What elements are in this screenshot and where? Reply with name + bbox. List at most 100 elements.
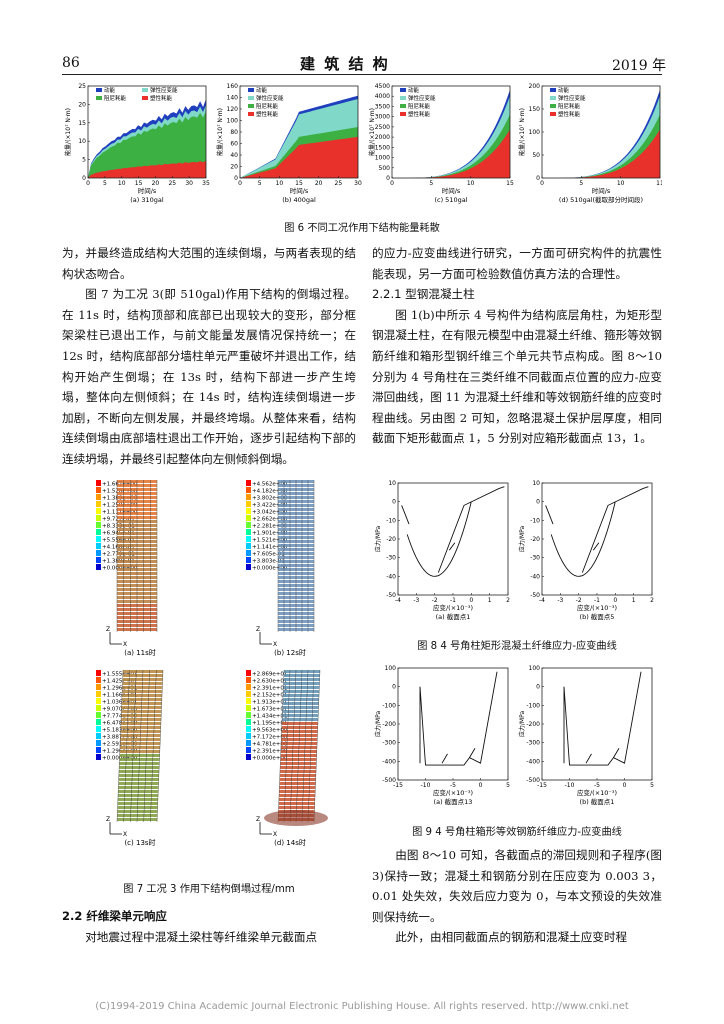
x-tick-label: -5 [450,782,456,789]
y-tick-label: -200 [382,721,396,728]
contour-legend-swatch [96,698,101,704]
panel-label: (b) 截面点5 [580,612,615,621]
x-tick-label: 0 [623,782,627,789]
contour-legend-value: +1.673e+01 [252,707,287,713]
plot-frame [87,85,207,179]
structure-column [307,669,315,823]
contour-legend-value: +1.195e+01 [252,721,287,727]
x-tick-label: -15 [537,782,547,789]
paragraph: 对地震过程中混凝土梁柱等纤维梁单元截面点 [85,930,318,944]
y-tick-label: -20 [386,536,396,543]
contour-legend-swatch [96,536,101,542]
y-axis-label: 能量/(×10⁷ N·m) [518,108,526,156]
y-tick-label: 60 [230,141,238,148]
structure-column [289,669,297,823]
y-tick-label: -10 [530,517,540,524]
energy-area [392,114,510,178]
energy-area [392,129,510,178]
contour-legend-value: +2.391e+01 [252,686,287,692]
x-tick-label: -2 [576,597,582,604]
axis-z-label: Z [256,626,260,633]
y-tick-label: -400 [382,758,396,765]
contour-legend-value: +0.000e+00 [252,566,288,572]
figure-9: -15 -10 -5 0 5 -500 -400 -300 -200 -100 0 100 应变/(×1… [372,660,662,820]
y-tick-label: -20 [530,536,540,543]
legend-label: 阻尼耗能 [256,102,279,110]
contour-legend-value: +4.182e+00 [252,489,288,495]
y-tick-label: -100 [526,702,540,709]
contour-legend-value: +2.152e+01 [252,693,287,699]
contour-legend-value: +0.000e+00 [252,756,288,762]
header-rule [62,74,662,75]
contour-legend-value: +7.605e-01 [252,552,285,558]
y-tick-label: 0 [536,684,540,691]
y-tick-label: 140 [227,95,239,102]
x-tick-label: 11 [656,180,662,187]
legend-label: 动能 [256,86,268,94]
paragraph: 图 1(b)中所示 4 号构件为结构底层角柱，为矩形型钢混凝土柱，在有限元模型中… [372,307,662,446]
x-tick-label: 5 [429,180,433,187]
y-tick-label: 4000 [375,93,390,100]
x-axis-label: 应变/(×10⁻³) [577,603,617,612]
legend-label: 弹性应变能 [558,94,586,102]
legend-label: 塑性耗能 [558,110,581,118]
contour-legend-swatch [96,754,101,760]
contour-legend-swatch [96,543,101,549]
y-axis-label: 应力/MPa [518,711,526,738]
figure-7: +1.667e+00+1.528e+00+1.389e+00+1.250e+00… [62,476,356,866]
contour-legend-swatch [246,543,251,549]
contour-legend-value: +3.422e+00 [252,503,288,509]
x-tick-label: 20 [152,180,160,187]
legend-label: 阻尼耗能 [104,94,127,102]
y-tick-label: 25 [78,83,86,90]
contour-legend-swatch [96,670,101,676]
legend-swatch [248,112,254,116]
panel-label: (a) 310gal [130,196,164,204]
legend-swatch [142,96,148,100]
energy-area [88,160,206,178]
contour-legend-value: +2.630e+01 [252,679,287,685]
contour-legend-value: +3.887e+00 [102,735,138,741]
figure-7-caption: 图 7 工况 3 作用下结构倒塌过程/mm [123,884,295,895]
paragraph: 此外，由相同截面点的钢筋和混凝土应变时程 [395,930,628,945]
x-tick-label: -1 [594,597,600,604]
plot-frame [397,667,509,781]
panel-label: (a) 截面点13 [434,797,473,806]
x-tick-label: 30 [354,180,362,187]
contour-legend-value: +3.803e-01 [252,559,285,565]
figure-7-panels: +1.667e+00+1.528e+00+1.389e+00+1.250e+00… [96,480,328,847]
contour-legend-swatch [96,550,101,556]
x-tick-label: 1 [488,597,492,604]
contour-legend-swatch [96,691,101,697]
contour-legend-swatch [96,726,101,732]
y-tick-label: 0 [82,175,86,182]
contour-legend-value: +1.555e+01 [102,672,137,678]
x-tick-label: 0 [613,597,617,604]
axis-x-label: X [273,831,277,838]
curve-path [419,671,498,766]
y-tick-label: 0 [234,175,238,182]
figure-9-caption: 图 9 4 号角柱箱形等效钢筋纤维应力-应变曲线 [412,827,622,838]
structure-column [313,669,321,823]
x-tick-label: 35 [202,180,210,187]
contour-legend-value: +2.281e+00 [252,524,288,530]
y-tick-label: 20 [78,101,86,108]
y-tick-label: 2500 [375,124,390,131]
energy-area [542,129,660,178]
contour-legend-swatch [246,733,251,739]
y-axis-label: 能量/(×10⁷ N·m) [216,108,224,156]
energy-chart [240,95,358,178]
x-tick-label: 10 [467,180,475,187]
x-tick-label: 0 [479,782,483,789]
legend-swatch [248,96,254,100]
contour-legend-swatch [96,684,101,690]
x-tick-label: -3 [557,597,563,604]
x-tick-label: 20 [315,180,323,187]
x-tick-label: 10 [276,180,284,187]
contour-legend-swatch [96,564,101,570]
hysteresis-curve [419,671,498,766]
x-tick-label: 15 [506,180,514,187]
x-tick-label: 0 [540,180,544,187]
legend-label: 塑性耗能 [150,94,173,102]
page-number: 86 [62,55,80,71]
